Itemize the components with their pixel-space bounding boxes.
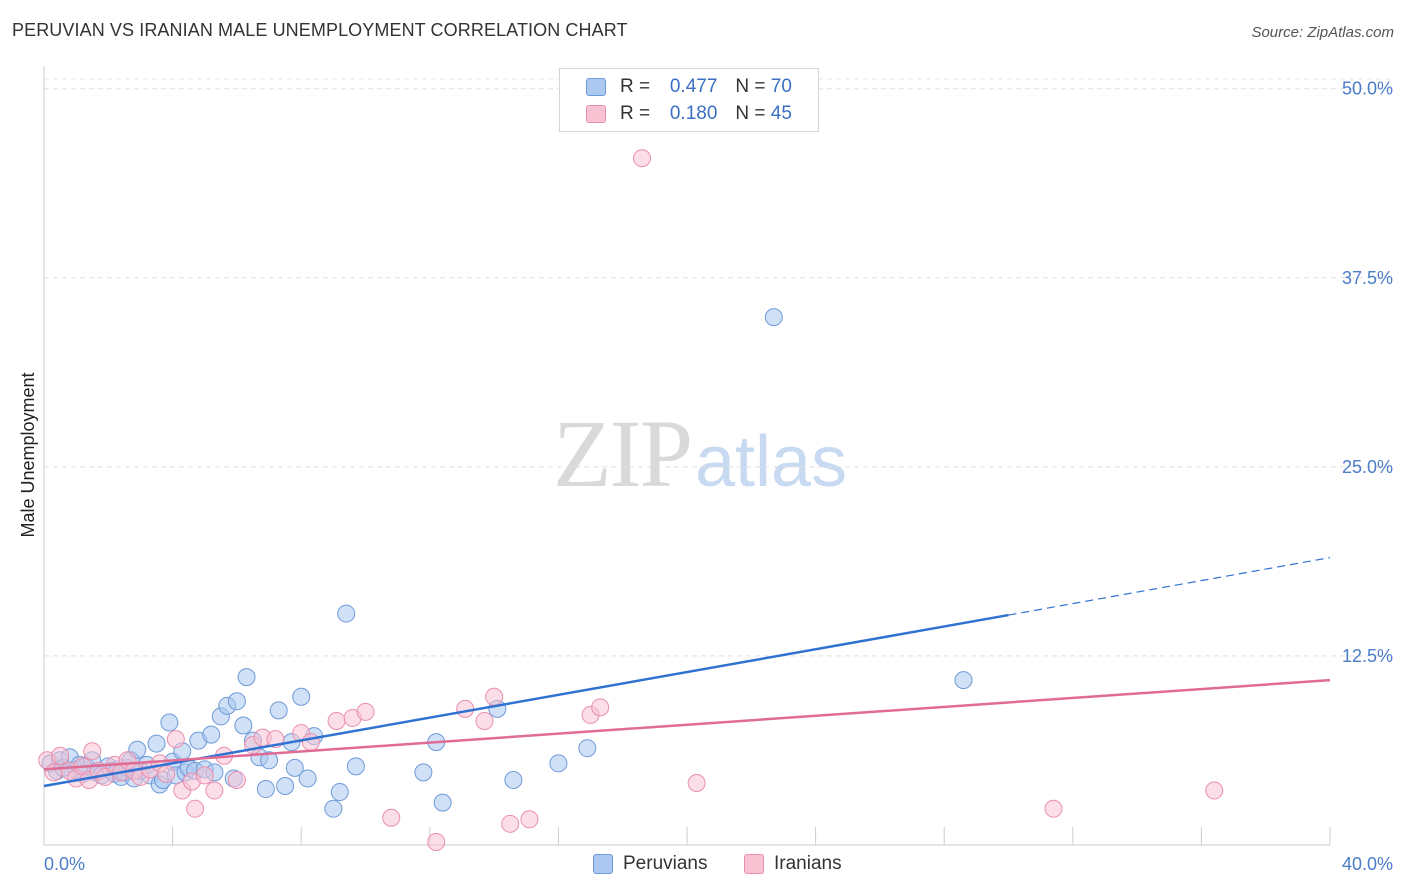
peruvians-swatch [586,78,606,96]
iranians-point [1205,781,1224,800]
chart-title: PERUVIAN VS IRANIAN MALE UNEMPLOYMENT CO… [12,20,628,40]
peruvians-point [234,716,253,735]
peruvians-point [260,751,279,770]
iranians-point [186,799,205,818]
iranians-trend-line [43,678,1331,771]
legend-n-value: 70 [770,76,792,97]
iranians-swatch [586,105,606,123]
iranians-point [591,698,610,717]
iranians-point [157,764,176,783]
peruvians-point [269,701,288,720]
iranians-point [485,687,504,706]
iranians-point [456,699,475,718]
y-tick-label: 37.5% [1342,268,1393,288]
iranians-point [475,711,494,730]
iranians-point [327,711,346,730]
peruvians-trend-extension [1008,557,1331,616]
peruvians-point [337,604,356,623]
legend-r-value: 0.477 [669,76,718,97]
peruvians-point [285,758,304,777]
peruvians-point [578,739,597,758]
peruvians-point [292,687,311,706]
iranians-point [301,733,320,752]
stats-legend: R = 0.477 N = 70 R = 0.180 N = 45 [559,68,819,132]
iranians-point [501,814,520,833]
legend-row-peruvians: R = 0.477 N = 70 [586,75,792,99]
iranians-point [166,730,185,749]
bottom-legend-peruvians: Peruvians [593,852,708,876]
legend-row-iranians: R = 0.180 N = 45 [586,102,792,126]
peruvians-point [227,692,246,711]
iranians-point [227,770,246,789]
bottom-legend-label: Peruvians [623,853,708,874]
peruvians-point [237,668,256,687]
legend-n-label: N = [735,103,766,124]
iranians-point [687,773,706,792]
bottom-legend-iranians: Iranians [744,852,842,876]
iranians-point [632,149,651,168]
peruvians-point [549,754,568,773]
legend-r-label: R = [620,103,651,124]
iranians-point [520,810,539,829]
chart-source: Source: ZipAtlas.com [1251,24,1394,41]
iranians-point [44,763,63,782]
peruvians-point [504,770,523,789]
legend-n-label: N = [735,76,766,97]
legend-r-value: 0.180 [669,103,718,124]
iranians-point [382,808,401,827]
peruvians-point [414,763,433,782]
peruvians-point [147,734,166,753]
iranians-point [1044,799,1063,818]
iranians-point [51,746,70,765]
peruvians-point [324,799,343,818]
iranians-point [83,742,102,761]
iranians-point [205,781,224,800]
peruvians-point [298,769,317,788]
peruvians-point [276,777,295,796]
iranians-point [427,832,446,851]
peruvians-point [202,725,221,744]
bottom-legend-label: Iranians [774,853,842,874]
iranians-point [195,766,214,785]
peruvians-point [433,793,452,812]
legend-n-value: 45 [770,103,792,124]
iranians-swatch [744,854,764,874]
iranians-point [356,702,375,721]
peruvians-point [330,783,349,802]
y-tick-label: 25.0% [1342,457,1393,477]
peruvians-point [346,757,365,776]
peruvians-point [160,713,179,732]
x-tick-label: 40.0% [1342,854,1393,874]
y-axis-label: Male Unemployment [18,372,38,537]
peruvians-point [256,780,275,799]
legend-r-label: R = [620,76,651,97]
peruvians-point [954,671,973,690]
peruvians-swatch [593,854,613,874]
peruvians-point [764,308,783,327]
y-tick-label: 12.5% [1342,646,1393,666]
x-tick-label: 0.0% [44,854,85,874]
y-tick-label: 50.0% [1342,79,1393,99]
